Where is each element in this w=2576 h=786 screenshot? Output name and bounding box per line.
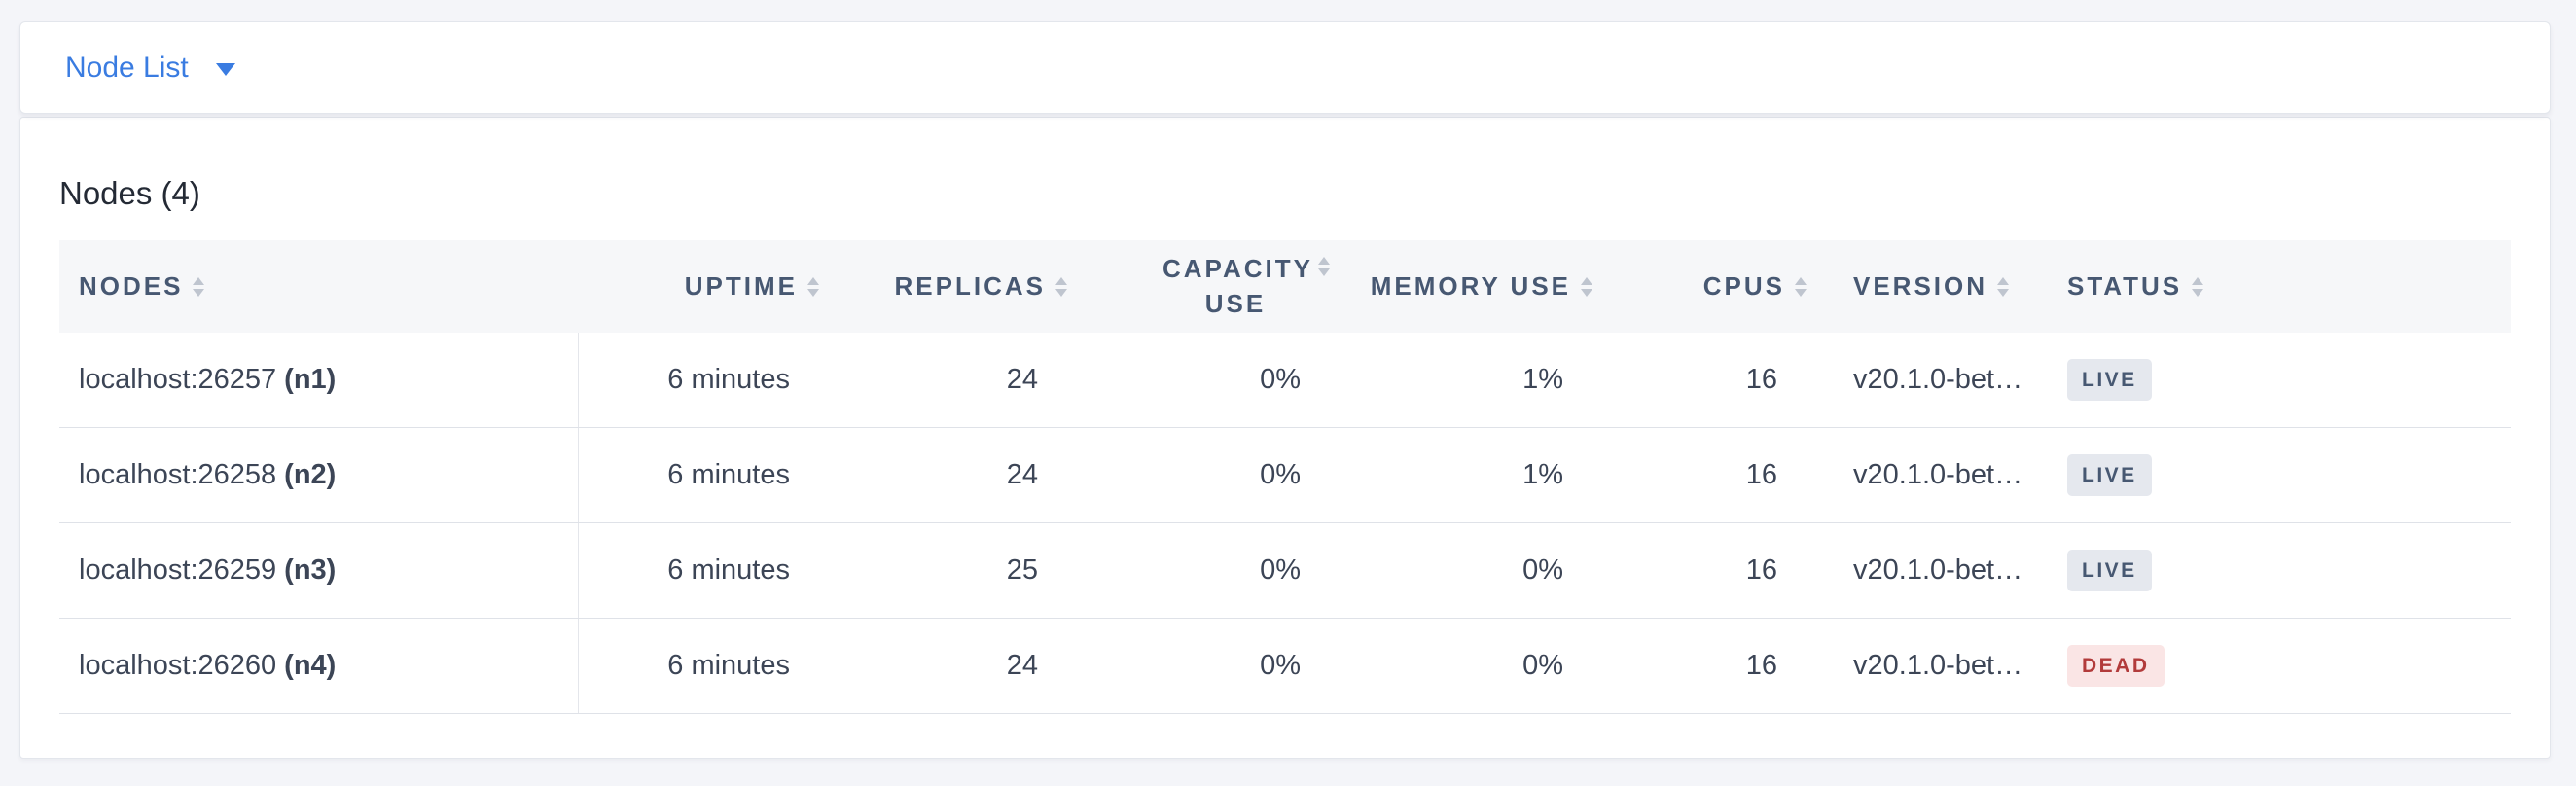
column-header-label: STATUS [2067,271,2183,301]
replicas-cell: 24 [1006,650,1038,681]
node-address: localhost:26258 [79,459,277,490]
nodes-panel: Nodes (4) NODES UPTIME REPLICAS CAPACITY… [19,117,2551,759]
node-address-cell: localhost:26259 (n3) [59,523,579,618]
node-id: (n4) [284,650,337,681]
cpus-cell: 16 [1745,554,1777,586]
table-row-n2: localhost:26258 (n2) 6 minutes 24 0% 1% … [59,428,2511,523]
column-header-label: CPUS [1702,271,1785,301]
node-address-cell: localhost:26260 (n4) [59,619,579,713]
replicas-cell: 25 [1006,554,1038,586]
sort-icon[interactable] [1795,276,1807,297]
replicas-cell: 24 [1006,364,1038,395]
node-id: (n2) [284,459,337,490]
uptime-cell: 6 minutes [667,364,790,395]
column-header-label: REPLICAS [894,271,1046,301]
sort-icon[interactable] [1318,257,1330,277]
cpus-cell: 16 [1745,650,1777,681]
uptime-cell: 6 minutes [667,554,790,586]
table-row-n1: localhost:26257 (n1) 6 minutes 24 0% 1% … [59,333,2511,428]
version-cell: v20.1.0-bet… [1853,554,2023,586]
node-list-dropdown[interactable]: Node List [65,51,235,84]
page-title: Nodes (4) [59,175,200,211]
capacity-cell: 0% [1260,459,1301,490]
topbar: Node List [19,21,2551,114]
sort-icon[interactable] [1581,276,1592,297]
status-badge: LIVE [2067,359,2152,401]
node-id: (n1) [284,364,337,395]
status-badge: LIVE [2067,550,2152,591]
uptime-cell: 6 minutes [667,650,790,681]
column-header-label: CAPACITY USE [1163,254,1313,318]
memory-cell: 0% [1522,554,1563,586]
capacity-cell: 0% [1260,554,1301,586]
table-row-n4: localhost:26260 (n4) 6 minutes 24 0% 0% … [59,619,2511,714]
column-header-version[interactable]: VERSION [1820,271,2034,302]
table-header-row: NODES UPTIME REPLICAS CAPACITY USE MEMOR… [59,240,2511,333]
column-header-nodes[interactable]: NODES [59,271,579,302]
version-cell: v20.1.0-bet… [1853,364,2023,395]
cpus-cell: 16 [1745,364,1777,395]
status-cell: LIVE [2034,333,2511,427]
status-cell: LIVE [2034,523,2511,618]
column-header-status[interactable]: STATUS [2034,271,2511,302]
column-header-label: VERSION [1853,271,1988,301]
sort-icon[interactable] [1997,276,2010,297]
node-id: (n3) [284,554,337,586]
column-header-capacity-use[interactable]: CAPACITY USE [1081,252,1343,320]
column-header-replicas[interactable]: REPLICAS [833,271,1081,302]
status-cell: DEAD [2034,619,2511,713]
node-address-cell: localhost:26258 (n2) [59,428,579,522]
column-header-label: UPTIME [684,271,798,301]
cpus-cell: 16 [1745,459,1777,490]
node-address: localhost:26257 [79,364,277,395]
column-header-label: NODES [79,271,184,301]
chevron-down-icon [215,62,235,76]
node-list-dropdown-label: Node List [65,51,189,84]
column-header-cpus[interactable]: CPUS [1606,271,1820,302]
column-header-uptime[interactable]: UPTIME [579,271,833,302]
memory-cell: 0% [1522,650,1563,681]
status-cell: LIVE [2034,428,2511,522]
status-badge: LIVE [2067,454,2152,496]
version-cell: v20.1.0-bet… [1853,650,2023,681]
node-address-cell: localhost:26257 (n1) [59,333,579,427]
column-header-label: MEMORY USE [1370,271,1571,301]
capacity-cell: 0% [1260,364,1301,395]
node-address: localhost:26259 [79,554,277,586]
sort-icon[interactable] [807,276,819,297]
sort-icon[interactable] [2192,276,2204,297]
node-address: localhost:26260 [79,650,277,681]
version-cell: v20.1.0-bet… [1853,459,2023,490]
memory-cell: 1% [1522,364,1563,395]
capacity-cell: 0% [1260,650,1301,681]
replicas-cell: 24 [1006,459,1038,490]
column-header-memory-use[interactable]: MEMORY USE [1343,271,1606,302]
sort-icon[interactable] [1055,276,1067,297]
table-row-n3: localhost:26259 (n3) 6 minutes 25 0% 0% … [59,523,2511,619]
memory-cell: 1% [1522,459,1563,490]
sort-icon[interactable] [193,276,205,297]
uptime-cell: 6 minutes [667,459,790,490]
status-badge: DEAD [2067,645,2165,687]
